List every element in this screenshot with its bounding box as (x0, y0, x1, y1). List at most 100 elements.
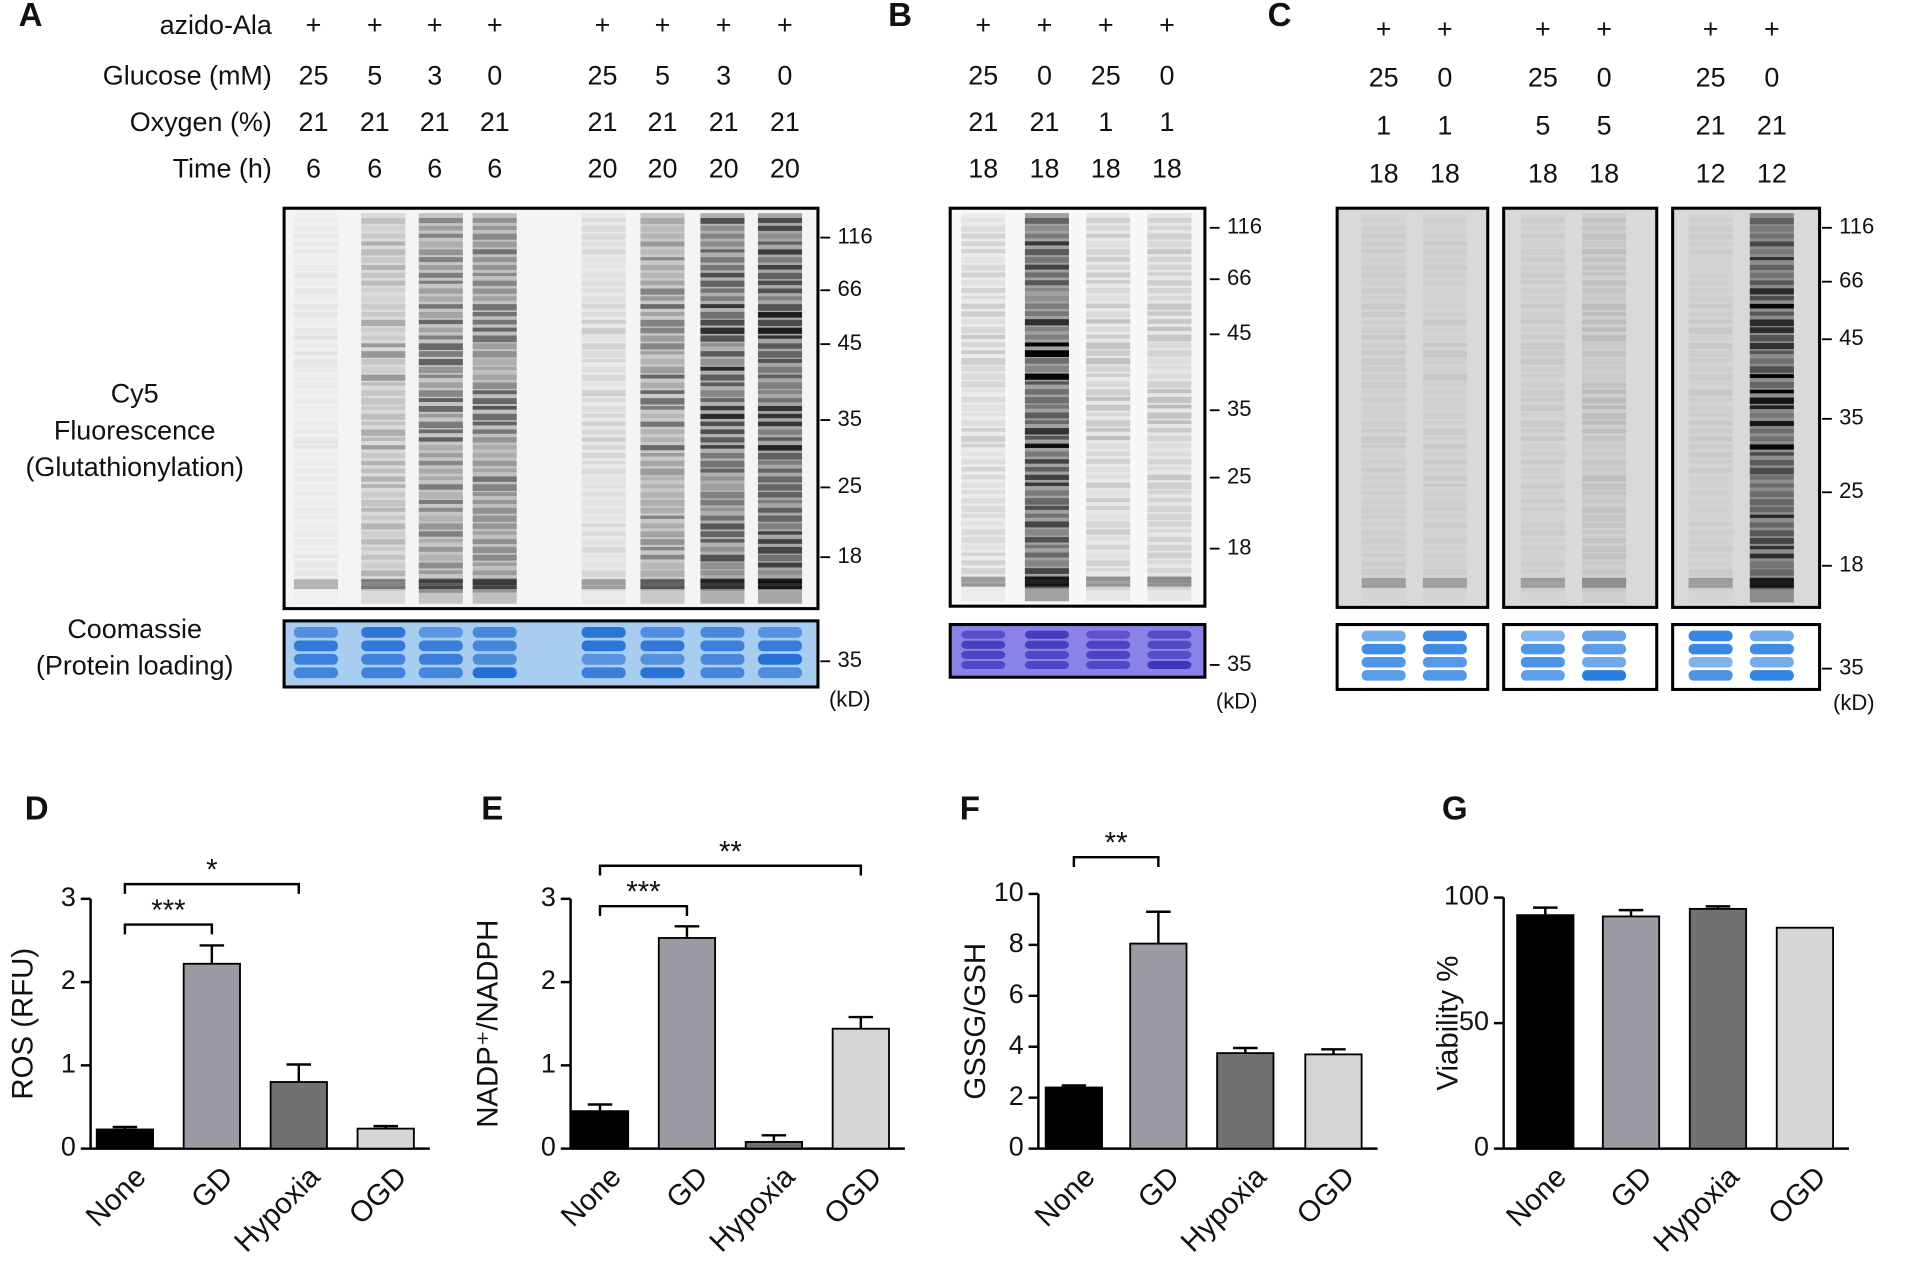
gel-band (1521, 335, 1565, 339)
condition-value: 0 (1764, 63, 1779, 93)
gel-band (1024, 474, 1069, 480)
gel-band (640, 531, 685, 538)
gel-band (1147, 358, 1191, 364)
bar (1601, 915, 1661, 1150)
gel-band (1582, 233, 1627, 240)
gel-lane (1086, 213, 1131, 602)
gel-image (950, 208, 1205, 607)
gel-band (1749, 366, 1794, 373)
gel-band (961, 342, 1006, 348)
loading-band (418, 667, 463, 679)
marker-label: 116 (1839, 214, 1874, 239)
gel-band (640, 429, 685, 434)
gel-band (1423, 468, 1467, 473)
gel-band (581, 437, 626, 442)
marker-label: 66 (1839, 268, 1864, 293)
gel-band (700, 398, 745, 402)
gel-band (361, 311, 406, 317)
gel-band (581, 570, 626, 578)
gel-band (757, 492, 803, 498)
gel-band (1749, 578, 1794, 588)
gel-band (1024, 513, 1069, 518)
gel-band (1024, 459, 1069, 464)
gel-band (1423, 359, 1467, 365)
gel-band (1086, 381, 1131, 387)
loading-band (1422, 656, 1467, 668)
gel-band (294, 288, 338, 293)
marker-label: 18 (1227, 534, 1252, 559)
gel-band (1582, 350, 1627, 357)
gel-band (1362, 343, 1406, 348)
gel-band (1422, 350, 1467, 358)
gel-band (361, 523, 406, 530)
gel-band (700, 554, 745, 562)
condition-value: 21 (587, 107, 617, 137)
gel-band (1582, 319, 1627, 325)
gel-band (1749, 233, 1794, 239)
gel-band (1024, 365, 1069, 373)
gel-lane (581, 213, 626, 604)
gel-band (1582, 491, 1627, 496)
gel-band (1689, 280, 1733, 285)
gel-band (361, 272, 406, 278)
gel-band (1749, 452, 1794, 456)
gel-band (757, 460, 803, 465)
gel-band (1147, 498, 1192, 503)
gel-band (418, 358, 463, 366)
loading-band (1422, 630, 1467, 642)
loading-band (1361, 643, 1406, 655)
gel-band (700, 413, 745, 419)
marker-label: 116 (1227, 214, 1262, 239)
condition-value: 1 (1376, 111, 1391, 141)
gel-band (1521, 569, 1565, 572)
gel-band (418, 546, 463, 552)
gel-band (1689, 335, 1733, 341)
panel-letter: D (25, 790, 49, 827)
gel-band (1362, 507, 1406, 514)
gel-band (961, 537, 1006, 544)
gel-band (1086, 428, 1131, 432)
gel-band (1147, 583, 1192, 591)
gel-band (418, 484, 463, 490)
condition-value: 5 (367, 60, 382, 90)
gel-band (1582, 584, 1627, 592)
gel-band (757, 257, 803, 263)
gel-label: (Glutathionylation) (25, 452, 243, 482)
gel-band (700, 539, 745, 543)
condition-value: 25 (1369, 63, 1399, 93)
gel-band (361, 413, 406, 420)
gel-band (1582, 343, 1626, 349)
gel-band (1147, 420, 1192, 425)
gel-band (1086, 568, 1131, 572)
gel-band (294, 234, 338, 239)
gel-band (700, 366, 745, 371)
gel-band (757, 413, 803, 419)
gel-band (1749, 499, 1794, 506)
gel-band (1147, 373, 1192, 379)
gel-band (581, 413, 626, 418)
gel-band (700, 445, 745, 449)
gel-band (1086, 482, 1131, 488)
gel-band (1521, 515, 1565, 521)
loading-band (1749, 630, 1794, 642)
gel-band (640, 492, 685, 499)
gel-band (1582, 327, 1627, 332)
loading-band (961, 650, 1006, 659)
loading-band (1688, 630, 1733, 642)
gel-band (1086, 288, 1131, 294)
gel-band (472, 445, 517, 450)
gel-band (1361, 358, 1406, 366)
gel-band (1582, 578, 1627, 588)
gel-band (1024, 544, 1069, 549)
gel-band (700, 358, 745, 366)
gel-band (294, 539, 338, 545)
gel-band (757, 484, 803, 491)
condition-value: 20 (587, 153, 617, 183)
y-tick-label: 1 (61, 1048, 76, 1078)
gel-band (472, 280, 517, 286)
gel-band (757, 499, 803, 504)
gel-band (1689, 351, 1733, 357)
gel-band (1423, 280, 1467, 285)
loading-band (1688, 670, 1733, 681)
condition-value: 6 (487, 153, 502, 183)
